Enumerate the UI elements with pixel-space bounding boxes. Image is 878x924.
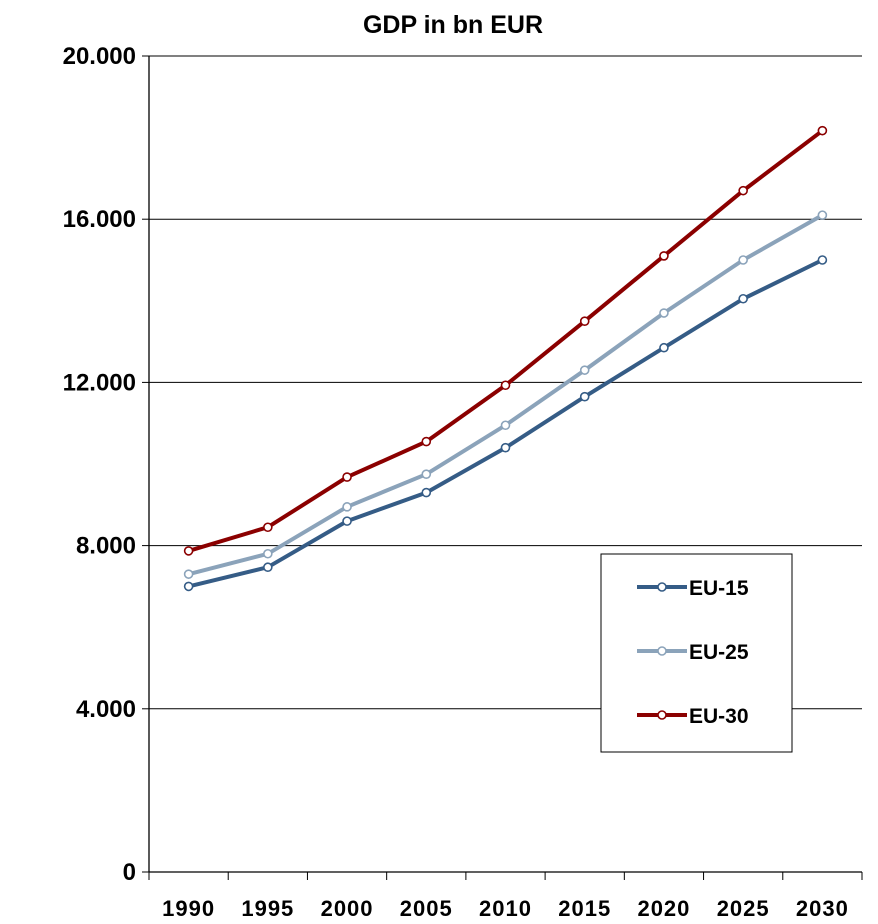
data-point-eu-15 xyxy=(500,442,511,453)
data-point-eu-30 xyxy=(579,316,590,327)
data-point-eu-25 xyxy=(183,569,194,579)
series-line-eu-30 xyxy=(188,129,824,553)
series-line-eu-25 xyxy=(188,213,824,577)
axes: 0 4.000 8.000 12.000 16.000 20.000 1990 1995 200… xyxy=(63,43,863,921)
legend-marker xyxy=(657,710,667,720)
x-tick-label: 2015 xyxy=(558,896,611,921)
data-point-eu-15 xyxy=(342,516,352,526)
data-point-eu-15 xyxy=(421,487,432,498)
legend-label: EU-15 xyxy=(689,577,749,600)
legend-box xyxy=(600,553,793,753)
y-tick-label: 4.000 xyxy=(76,696,136,723)
x-tick-label: 1990 xyxy=(162,896,215,921)
data-point-eu-30 xyxy=(500,380,511,391)
data-point-eu-30 xyxy=(421,436,432,447)
x-tick-label: 2020 xyxy=(637,896,690,921)
data-point-eu-25 xyxy=(579,365,590,375)
legend-marker xyxy=(657,582,667,592)
data-point-eu-30 xyxy=(342,472,352,482)
legend-marker xyxy=(657,646,667,656)
x-tick-label: 2005 xyxy=(400,896,453,921)
data-point-eu-25 xyxy=(659,308,669,318)
data-point-eu-25 xyxy=(817,210,828,220)
data-point-eu-25 xyxy=(342,502,352,512)
x-tick-label: 2010 xyxy=(479,896,532,921)
data-point-eu-30 xyxy=(183,546,194,556)
y-tick-label: 20.000 xyxy=(63,43,136,70)
data-point-eu-15 xyxy=(738,293,748,304)
series-lines xyxy=(183,125,828,592)
legend-label: EU-30 xyxy=(689,705,749,728)
y-tick-label: 12.000 xyxy=(63,369,136,396)
data-point-eu-25 xyxy=(263,548,273,559)
data-point-eu-30 xyxy=(817,125,828,136)
data-point-eu-15 xyxy=(659,342,669,353)
y-tick-label: 0 xyxy=(123,859,136,886)
data-point-eu-15 xyxy=(817,255,828,265)
y-tick-label: 8.000 xyxy=(76,533,136,560)
data-point-eu-25 xyxy=(738,255,748,265)
data-point-eu-25 xyxy=(421,469,432,480)
data-point-eu-30 xyxy=(659,251,669,261)
x-tick-label: 2025 xyxy=(717,896,770,921)
legend: EU-15 EU-25 EU-30 xyxy=(600,553,793,753)
data-point-eu-15 xyxy=(183,581,194,592)
data-point-eu-15 xyxy=(263,562,273,573)
x-tick-label: 1995 xyxy=(241,896,294,921)
data-point-eu-25 xyxy=(500,420,511,431)
data-point-eu-15 xyxy=(579,391,590,402)
x-tick-label: 2030 xyxy=(796,896,849,921)
legend-label: EU-25 xyxy=(689,641,749,664)
data-point-eu-30 xyxy=(263,522,273,533)
chart-title: GDP in bn EUR xyxy=(363,11,543,39)
y-tick-label: 16.000 xyxy=(63,206,136,233)
data-point-eu-30 xyxy=(738,185,748,196)
x-tick-label: 2000 xyxy=(321,896,374,921)
